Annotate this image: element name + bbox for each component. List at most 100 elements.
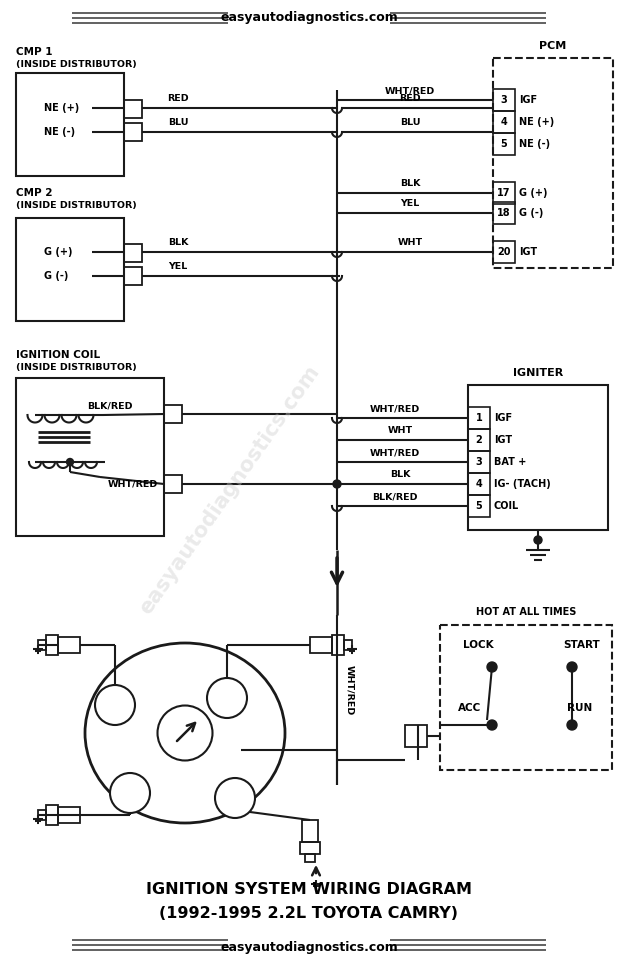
- Text: BLK: BLK: [168, 238, 188, 247]
- Text: easyautodiagnostics.com: easyautodiagnostics.com: [136, 362, 324, 618]
- Bar: [468, 451, 490, 473]
- Bar: [468, 495, 490, 517]
- Circle shape: [67, 459, 74, 466]
- Text: 1: 1: [126, 788, 134, 798]
- Text: WHT: WHT: [397, 238, 423, 247]
- Text: (INSIDE DISTRIBUTOR): (INSIDE DISTRIBUTOR): [16, 201, 137, 210]
- Circle shape: [110, 773, 150, 813]
- Text: IG- (TACH): IG- (TACH): [494, 479, 551, 489]
- Bar: [332, 635, 344, 655]
- Bar: [493, 202, 515, 224]
- Text: IGT: IGT: [519, 247, 537, 257]
- Text: RED: RED: [167, 94, 189, 103]
- Bar: [405, 725, 427, 747]
- Text: BLK: BLK: [400, 179, 420, 188]
- Bar: [16, 218, 124, 321]
- Text: RUN: RUN: [567, 703, 593, 713]
- Text: CMP 2: CMP 2: [16, 188, 53, 198]
- Bar: [124, 244, 142, 262]
- Bar: [58, 637, 80, 653]
- Circle shape: [215, 778, 255, 818]
- Text: 3: 3: [476, 457, 483, 467]
- Text: BLK/RED: BLK/RED: [87, 401, 133, 410]
- Text: NE (-): NE (-): [519, 139, 550, 149]
- Text: ACC: ACC: [459, 703, 481, 713]
- Bar: [46, 635, 58, 655]
- Bar: [16, 73, 124, 176]
- Text: NE (+): NE (+): [519, 117, 554, 127]
- Text: NE (+): NE (+): [44, 103, 79, 113]
- Bar: [468, 385, 608, 530]
- Bar: [58, 807, 80, 823]
- Bar: [16, 378, 164, 536]
- Text: WHT/RED: WHT/RED: [370, 404, 420, 413]
- Text: G (+): G (+): [44, 247, 72, 257]
- Text: BLK: BLK: [390, 470, 410, 479]
- Text: (INSIDE DISTRIBUTOR): (INSIDE DISTRIBUTOR): [16, 60, 137, 69]
- Text: IGNITION COIL: IGNITION COIL: [16, 350, 100, 360]
- Text: 20: 20: [497, 247, 510, 257]
- Circle shape: [534, 536, 542, 544]
- Text: BAT +: BAT +: [494, 457, 527, 467]
- Bar: [493, 58, 613, 268]
- Bar: [493, 182, 515, 204]
- Text: LOCK: LOCK: [463, 640, 493, 650]
- Text: IGNITION SYSTEM WIRING DIAGRAM: IGNITION SYSTEM WIRING DIAGRAM: [146, 882, 472, 897]
- Text: IGF: IGF: [519, 95, 537, 105]
- Text: PCM: PCM: [540, 41, 567, 51]
- Circle shape: [487, 720, 497, 730]
- Text: easyautodiagnostics.com: easyautodiagnostics.com: [220, 12, 398, 24]
- Text: BLK/RED: BLK/RED: [372, 492, 418, 501]
- Text: BLU: BLU: [400, 118, 420, 127]
- Bar: [493, 241, 515, 263]
- Bar: [305, 854, 315, 862]
- Bar: [468, 407, 490, 429]
- Bar: [468, 429, 490, 451]
- Text: YEL: YEL: [400, 199, 420, 208]
- Text: WHT/RED: WHT/RED: [385, 86, 435, 95]
- Text: WHT: WHT: [387, 426, 413, 435]
- Text: (1992-1995 2.2L TOYOTA CAMRY): (1992-1995 2.2L TOYOTA CAMRY): [159, 906, 459, 921]
- Bar: [310, 637, 332, 653]
- Text: CMP 1: CMP 1: [16, 47, 53, 57]
- Text: NE (-): NE (-): [44, 127, 75, 137]
- Text: START: START: [564, 640, 600, 650]
- Circle shape: [487, 662, 497, 672]
- Text: YEL: YEL: [168, 262, 188, 271]
- Circle shape: [567, 720, 577, 730]
- Bar: [493, 133, 515, 155]
- Text: 2: 2: [111, 700, 119, 710]
- Bar: [164, 405, 182, 423]
- Bar: [38, 810, 46, 820]
- Text: 4: 4: [501, 117, 507, 127]
- Text: WHT/RED: WHT/RED: [345, 664, 354, 715]
- Circle shape: [333, 480, 341, 488]
- Text: 4: 4: [223, 693, 231, 703]
- Text: G (+): G (+): [519, 188, 548, 198]
- Text: 3: 3: [231, 793, 239, 803]
- Text: IGT: IGT: [494, 435, 512, 445]
- Text: COIL: COIL: [494, 501, 519, 511]
- Text: 1: 1: [476, 413, 483, 423]
- Text: WHT/RED: WHT/RED: [370, 448, 420, 457]
- Bar: [164, 475, 182, 493]
- Bar: [344, 640, 352, 650]
- Text: 3: 3: [501, 95, 507, 105]
- Bar: [493, 89, 515, 111]
- Circle shape: [567, 662, 577, 672]
- Bar: [124, 267, 142, 285]
- Circle shape: [207, 678, 247, 718]
- Text: 18: 18: [497, 208, 511, 218]
- Bar: [493, 111, 515, 133]
- Text: 5: 5: [501, 139, 507, 149]
- Bar: [468, 473, 490, 495]
- Text: (INSIDE DISTRIBUTOR): (INSIDE DISTRIBUTOR): [16, 363, 137, 371]
- Text: 2: 2: [476, 435, 483, 445]
- Text: IGF: IGF: [494, 413, 512, 423]
- Bar: [38, 640, 46, 650]
- Text: HOT AT ALL TIMES: HOT AT ALL TIMES: [476, 607, 576, 617]
- Bar: [124, 100, 142, 118]
- Bar: [124, 123, 142, 141]
- Text: 17: 17: [497, 188, 510, 198]
- Circle shape: [95, 685, 135, 725]
